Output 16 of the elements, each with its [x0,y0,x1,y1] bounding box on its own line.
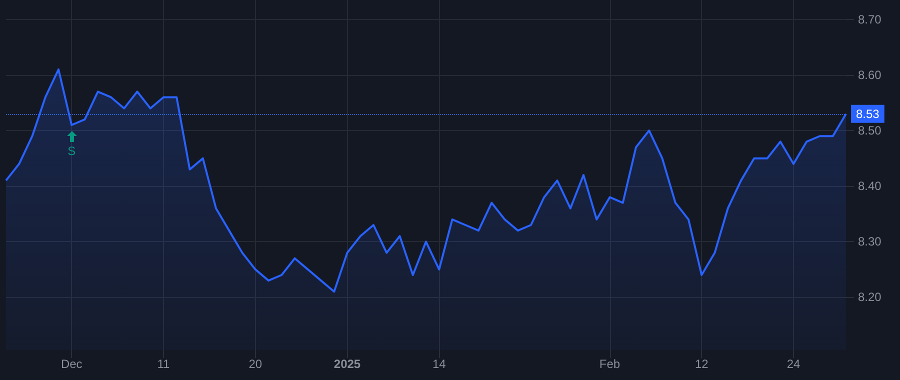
ref-line-label: 8.53 [856,106,880,121]
x-tick-label: 2025 [334,357,361,371]
x-tick-label: 12 [694,357,709,371]
y-tick-label: 8.50 [858,124,882,138]
annotation: S [66,144,77,158]
y-tick-label: 8.70 [858,12,882,26]
y-tick-label: 8.40 [858,179,882,194]
y-tick-label: 8.30 [858,234,882,249]
x-tick-label: Dec [60,357,82,371]
x-tick-label: 11 [157,357,170,371]
x-tick-label: 14 [432,357,446,371]
y-tick-label: 8.60 [858,68,882,82]
x-tick-label: 20 [248,357,262,371]
y-tick-label: 8.20 [858,290,882,304]
x-tick-label: 24 [786,357,800,371]
x-tick-label: Feb [599,357,620,371]
